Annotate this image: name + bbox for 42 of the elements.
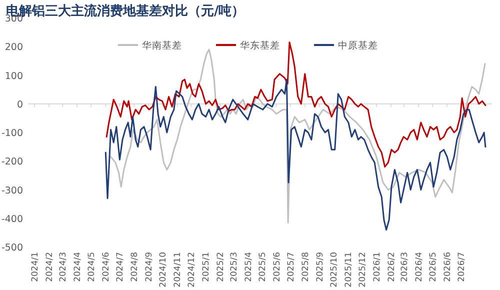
x-tick-label: 2025/1 [202, 252, 212, 282]
x-tick-label: 2025/8 [300, 252, 311, 282]
y-tick-label: -300 [1, 185, 23, 196]
legend-label: 中原基差 [338, 40, 378, 52]
x-tick-label: 2024/11 [173, 252, 184, 288]
x-tick-label: 2024/2 [45, 252, 56, 282]
x-tick-label: 2026/7 [457, 252, 468, 282]
x-tick-label: 2024/9 [144, 252, 155, 282]
x-tick-label: 2025/3 [229, 252, 240, 282]
x-tick-label: 2024/12 [187, 252, 198, 288]
x-tick-label: 2026/5 [428, 252, 439, 282]
x-tick-label: 2026/4 [414, 252, 425, 282]
y-tick-label: -400 [1, 214, 23, 225]
x-tick-label: 2026/6 [443, 252, 454, 282]
x-tick-label: 2025/10 [329, 252, 340, 288]
x-tick-label: 2024/7 [116, 252, 126, 282]
x-tick-label: 2024/10 [158, 252, 169, 288]
x-tick-label: 2025/6 [272, 252, 282, 282]
x-tick-label: 2026/1 [372, 252, 382, 282]
y-tick-label: 200 [4, 42, 23, 54]
x-tick-label: 2024/8 [130, 252, 140, 282]
x-tick-label: 2024/6 [102, 252, 112, 282]
x-tick-label: 2026/2 [386, 252, 397, 282]
x-tick-label: 2025/2 [216, 252, 226, 282]
y-tick-label: 100 [4, 70, 23, 82]
x-tick-label: 2025/5 [258, 252, 268, 282]
x-tick-label: 2024/4 [73, 252, 84, 282]
x-tick-label: 2025/7 [286, 252, 296, 282]
x-tick-label: 2025/9 [315, 252, 326, 282]
y-tick-label: -100 [1, 128, 23, 139]
x-tick-label: 2024/5 [87, 252, 98, 282]
x-tick-label: 2026/3 [400, 252, 410, 282]
y-tick-label: -500 [1, 242, 23, 254]
x-tick-label: 2025/11 [344, 252, 354, 288]
legend-label: 华东基差 [240, 40, 280, 52]
x-tick-label: 2024/3 [58, 252, 69, 282]
x-tick-label: 2025/4 [244, 252, 254, 282]
y-tick-label: -200 [1, 156, 23, 168]
x-tick-label: 2024/1 [30, 252, 41, 282]
y-tick-label: 0 [16, 99, 23, 110]
legend-label: 华南基差 [142, 40, 182, 52]
x-tick-label: 2025/12 [358, 252, 368, 288]
